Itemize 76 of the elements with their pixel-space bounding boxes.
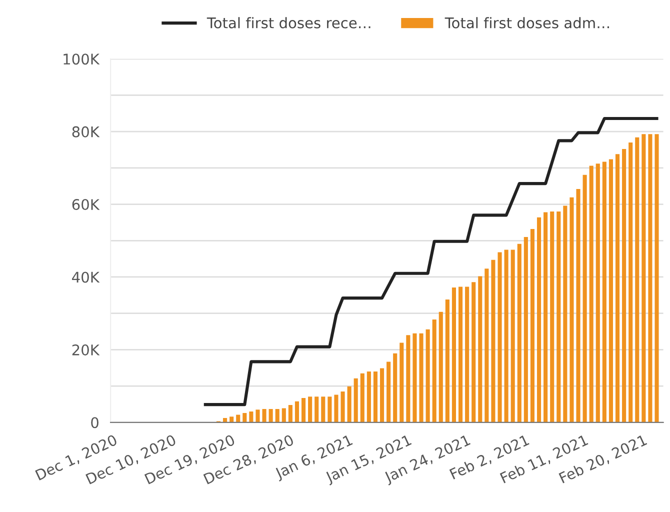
bar [582,174,587,422]
bar [360,373,364,422]
bar [222,418,228,422]
bar [354,378,358,422]
bar [386,362,391,422]
bar [334,394,338,422]
bar [419,333,424,422]
bar [438,312,443,422]
y-tick-label: 0 [91,417,98,428]
bar [432,320,436,422]
bar [230,416,234,422]
bar [288,404,292,422]
bar [465,286,470,422]
bar [242,412,247,422]
bar [275,408,280,422]
bar [550,212,554,422]
bar [556,212,561,422]
bar [484,268,489,422]
bar [373,372,378,422]
bar [294,401,300,422]
bar [308,396,312,422]
bar [314,396,319,422]
y-tick-label: 60K [72,199,100,210]
bar [615,154,620,422]
bar [262,408,266,422]
bar [622,149,626,422]
bar [491,260,496,422]
bar [510,250,515,422]
bar [328,396,332,422]
bar [393,353,398,422]
bar [530,229,534,422]
bar [654,134,659,422]
bar [478,276,482,422]
bar [536,217,542,422]
bar [635,137,640,422]
bar [452,288,456,422]
legend-label: Total first doses adm… [444,17,609,28]
bar [458,286,463,422]
bar [628,142,633,422]
y-tick-label: 20K [72,344,100,356]
bar [400,342,404,422]
bar [321,396,326,422]
bar [366,372,371,422]
line-series [204,116,658,406]
bar [504,250,508,422]
bar [340,392,345,422]
bar [301,398,306,422]
y-tick-label: 100K [64,54,100,65]
bar [576,189,580,422]
legend-label: Total first doses rece… [206,17,370,28]
bar [589,166,594,422]
bar [347,386,352,422]
bar [236,414,240,422]
bar [648,134,652,422]
bar [602,162,606,422]
bar [282,408,286,422]
bar [498,252,502,422]
bar [472,282,476,422]
bar [596,164,600,422]
bar [524,237,528,422]
bar [268,408,273,422]
bar [380,368,384,422]
bar [249,411,254,422]
y-tick-label: 80K [72,126,100,138]
bar [256,410,260,422]
bar [445,300,450,422]
bar [642,134,646,422]
bar [517,244,522,422]
bar [412,333,417,422]
bar [406,335,410,422]
bar [608,159,613,422]
bar [570,197,574,422]
y-tick-label: 40K [72,272,100,283]
bar [426,329,430,422]
bar [563,206,568,422]
bar [544,212,548,422]
